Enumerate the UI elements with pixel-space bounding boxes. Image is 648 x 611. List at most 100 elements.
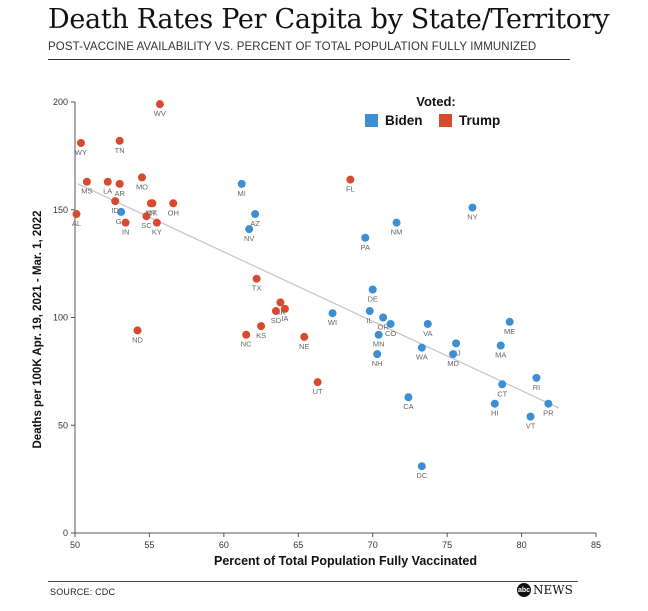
point-ar: [115, 179, 124, 188]
y-tick-label: 200: [53, 97, 68, 107]
point-label-ms: MS: [81, 187, 92, 196]
x-tick-label: 75: [442, 540, 452, 550]
point-il: [365, 307, 374, 316]
point-nm: [392, 218, 401, 227]
legend-swatch-biden: [365, 114, 378, 127]
point-wa: [417, 343, 426, 352]
point-ak: [276, 298, 285, 307]
point-me: [505, 317, 514, 326]
point-label-wy: WY: [75, 148, 87, 157]
point-label-nc: NC: [241, 340, 252, 349]
point-wy: [76, 138, 85, 147]
x-tick-label: 60: [219, 540, 229, 550]
point-label-id: ID: [111, 206, 119, 215]
legend-title: Voted:: [416, 94, 455, 109]
x-axis-title: Percent of Total Population Fully Vaccin…: [214, 554, 477, 568]
point-de: [368, 285, 377, 294]
point-nd: [133, 326, 142, 335]
point-mo: [137, 173, 146, 182]
point-vt: [526, 412, 535, 421]
point-label-ny: NY: [467, 213, 477, 222]
point-nj: [452, 339, 461, 348]
point-sc: [142, 212, 151, 221]
point-dc: [417, 462, 426, 471]
point-label-ne: NE: [299, 342, 309, 351]
point-label-ri: RI: [533, 383, 541, 392]
point-label-ia: IA: [281, 314, 288, 323]
point-label-or: OR: [378, 323, 390, 332]
point-wv: [155, 100, 164, 109]
point-pr: [544, 399, 553, 408]
point-label-md: MD: [447, 359, 459, 368]
point-tn: [115, 136, 124, 145]
point-label-co: CO: [385, 329, 396, 338]
x-tick-label: 65: [293, 540, 303, 550]
point-label-nh: NH: [372, 359, 383, 368]
y-tick-label: 50: [58, 420, 68, 430]
point-label-wi: WI: [328, 318, 337, 327]
point-in: [121, 218, 130, 227]
point-oh: [169, 199, 178, 208]
point-nv: [245, 225, 254, 234]
point-label-nm: NM: [391, 228, 403, 237]
point-label-tn: TN: [115, 146, 125, 155]
brand-text: NEWS: [533, 583, 573, 597]
point-az: [251, 210, 260, 219]
point-label-sd: SD: [271, 316, 282, 325]
point-ma: [496, 341, 505, 350]
point-ne: [300, 332, 309, 341]
point-ri: [532, 373, 541, 382]
point-label-ga: GA: [116, 217, 127, 226]
point-label-pa: PA: [361, 243, 370, 252]
point-label-ar: AR: [114, 189, 125, 198]
x-tick-label: 55: [144, 540, 154, 550]
point-label-me: ME: [504, 327, 515, 336]
point-label-va: VA: [423, 329, 432, 338]
page-title: Death Rates Per Capita by State/Territor…: [48, 4, 610, 35]
point-label-ky: KY: [152, 228, 162, 237]
point-va: [423, 319, 432, 328]
point-label-de: DE: [368, 294, 378, 303]
point-ga: [117, 207, 126, 216]
point-tx: [252, 274, 261, 283]
point-label-ct: CT: [497, 389, 507, 398]
point-ny: [468, 203, 477, 212]
point-label-hi: HI: [491, 409, 499, 418]
source-note: SOURCE: CDC: [50, 587, 116, 597]
point-ct: [498, 380, 507, 389]
point-label-mo: MO: [136, 182, 148, 191]
point-label-ut: UT: [313, 387, 323, 396]
point-label-fl: FL: [346, 185, 355, 194]
point-label-il: IL: [367, 316, 373, 325]
point-label-pr: PR: [543, 409, 554, 418]
point-or: [379, 313, 388, 322]
point-label-ak: AK: [275, 307, 285, 316]
x-tick-label: 70: [368, 540, 378, 550]
point-label-mi: MI: [238, 189, 246, 198]
point-label-tx: TX: [252, 284, 262, 293]
point-label-al: AL: [72, 219, 81, 228]
point-nh: [373, 350, 382, 359]
point-label-ok: OK: [147, 208, 158, 217]
point-label-nd: ND: [132, 335, 143, 344]
y-axis-title: Deaths per 100K Apr. 19, 2021 - Mar. 1, …: [32, 210, 44, 448]
point-label-la: LA: [103, 187, 112, 196]
point-mi: [237, 179, 246, 188]
point-la: [103, 177, 112, 186]
point-label-dc: DC: [416, 471, 427, 480]
point-label-vt: VT: [526, 422, 536, 431]
header-divider: [48, 59, 570, 60]
legend: Voted: Biden Trump: [365, 94, 500, 128]
y-tick-label: 150: [53, 205, 68, 215]
point-ms: [82, 177, 91, 186]
point-label-nv: NV: [244, 234, 254, 243]
point-label-ca: CA: [403, 402, 413, 411]
legend-swatch-trump: [439, 114, 452, 127]
x-tick-label: 85: [591, 540, 601, 550]
page-subtitle: POST-VACCINE AVAILABILITY VS. PERCENT OF…: [48, 41, 537, 53]
legend-label-trump: Trump: [459, 113, 500, 128]
point-ia: [280, 304, 289, 313]
footer-divider: [48, 581, 578, 582]
